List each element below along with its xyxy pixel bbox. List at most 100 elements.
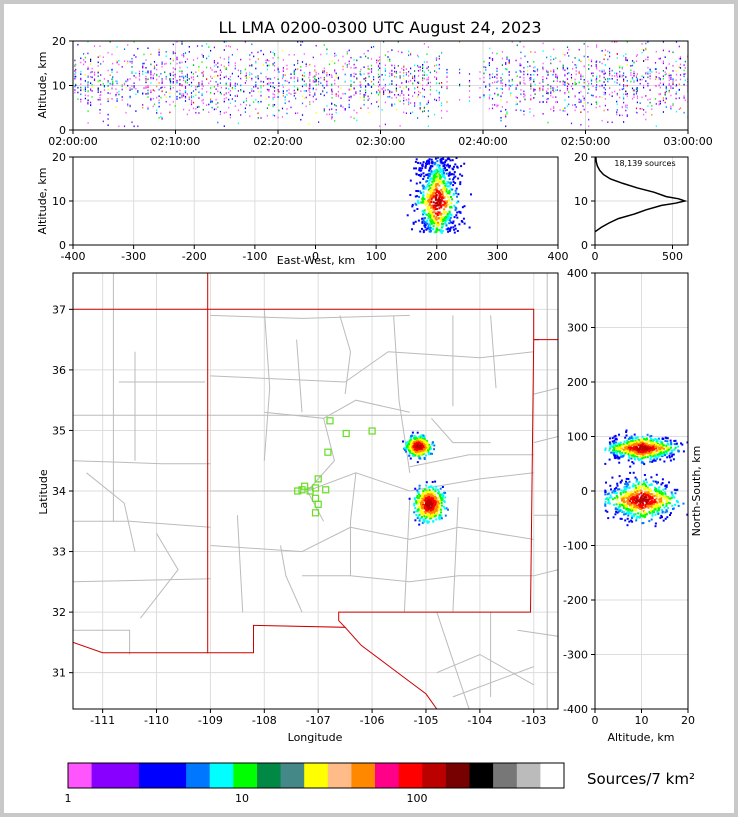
source-point — [309, 63, 311, 66]
source-point — [245, 100, 247, 102]
source-point — [215, 103, 217, 106]
source-point — [644, 438, 647, 441]
source-point — [578, 70, 580, 73]
source-point — [389, 75, 391, 77]
source-point — [662, 97, 664, 99]
source-point — [196, 106, 199, 108]
source-point — [383, 91, 385, 94]
source-point — [657, 453, 660, 456]
source-point — [428, 486, 430, 489]
source-point — [664, 91, 666, 94]
source-point — [665, 97, 667, 100]
altitude-time-xtick-label: 02:00:00 — [48, 135, 97, 148]
source-point — [355, 91, 357, 93]
source-point — [631, 98, 634, 100]
source-point — [642, 453, 645, 456]
source-point — [427, 502, 430, 505]
source-point — [420, 505, 423, 508]
source-point — [599, 61, 601, 63]
source-point — [417, 515, 420, 518]
source-point — [601, 69, 603, 72]
source-point — [659, 82, 661, 84]
source-point — [195, 107, 197, 110]
source-point — [147, 70, 149, 73]
source-point — [659, 93, 661, 95]
source-point — [423, 96, 425, 98]
source-point — [625, 93, 627, 96]
source-point — [542, 79, 544, 81]
source-point — [655, 76, 657, 78]
source-point — [282, 86, 284, 88]
source-point — [188, 78, 190, 80]
plan-view-xlabel: Longitude — [288, 731, 343, 744]
source-point — [411, 454, 414, 457]
source-point — [97, 80, 99, 82]
source-point — [437, 500, 440, 503]
source-point — [434, 514, 437, 517]
source-point — [384, 89, 386, 91]
source-point — [150, 73, 152, 76]
source-point — [408, 80, 410, 83]
altitude-time-xtick-label: 02:10:00 — [151, 135, 200, 148]
source-point — [384, 64, 386, 67]
source-point — [75, 75, 77, 78]
source-point — [420, 192, 423, 195]
source-point — [442, 494, 445, 497]
source-point — [443, 190, 446, 193]
source-point — [568, 103, 570, 106]
source-point — [641, 457, 644, 460]
source-point — [399, 86, 401, 88]
source-point — [234, 62, 236, 64]
source-point — [169, 92, 171, 94]
source-point — [418, 435, 421, 438]
source-point — [446, 181, 449, 183]
source-point — [515, 87, 517, 90]
source-point — [432, 208, 435, 211]
source-point — [422, 511, 425, 513]
source-point — [426, 163, 429, 165]
source-point — [649, 447, 652, 450]
source-point — [403, 69, 405, 71]
source-point — [596, 46, 598, 48]
source-point — [367, 57, 369, 59]
source-point — [667, 448, 670, 451]
source-point — [410, 67, 412, 70]
source-point — [556, 78, 558, 80]
source-point — [360, 68, 362, 71]
source-point — [427, 217, 430, 220]
source-point — [367, 65, 369, 68]
source-point — [417, 491, 420, 494]
source-point — [636, 515, 639, 518]
source-point — [423, 220, 426, 223]
source-point — [228, 58, 230, 61]
source-point — [461, 220, 464, 223]
source-point — [80, 57, 82, 60]
source-point — [553, 58, 555, 61]
source-point — [613, 446, 616, 449]
source-point — [419, 190, 422, 193]
source-point — [664, 440, 667, 442]
source-point — [265, 76, 267, 78]
source-point — [272, 105, 274, 107]
source-point — [609, 93, 611, 96]
source-point — [215, 108, 217, 110]
source-point — [213, 92, 215, 95]
source-point — [381, 109, 383, 111]
source-point — [377, 76, 380, 79]
source-point — [447, 174, 450, 177]
source-point — [449, 182, 452, 184]
source-point — [580, 90, 582, 93]
source-point — [394, 94, 396, 96]
source-point — [423, 436, 426, 439]
source-point — [331, 88, 333, 91]
source-point — [626, 64, 628, 66]
source-point — [315, 88, 317, 91]
source-point — [417, 55, 420, 58]
source-point — [664, 436, 667, 439]
source-point — [353, 87, 355, 90]
source-point — [506, 58, 508, 60]
source-point — [425, 501, 428, 504]
source-point — [456, 211, 459, 214]
source-point — [176, 41, 178, 43]
